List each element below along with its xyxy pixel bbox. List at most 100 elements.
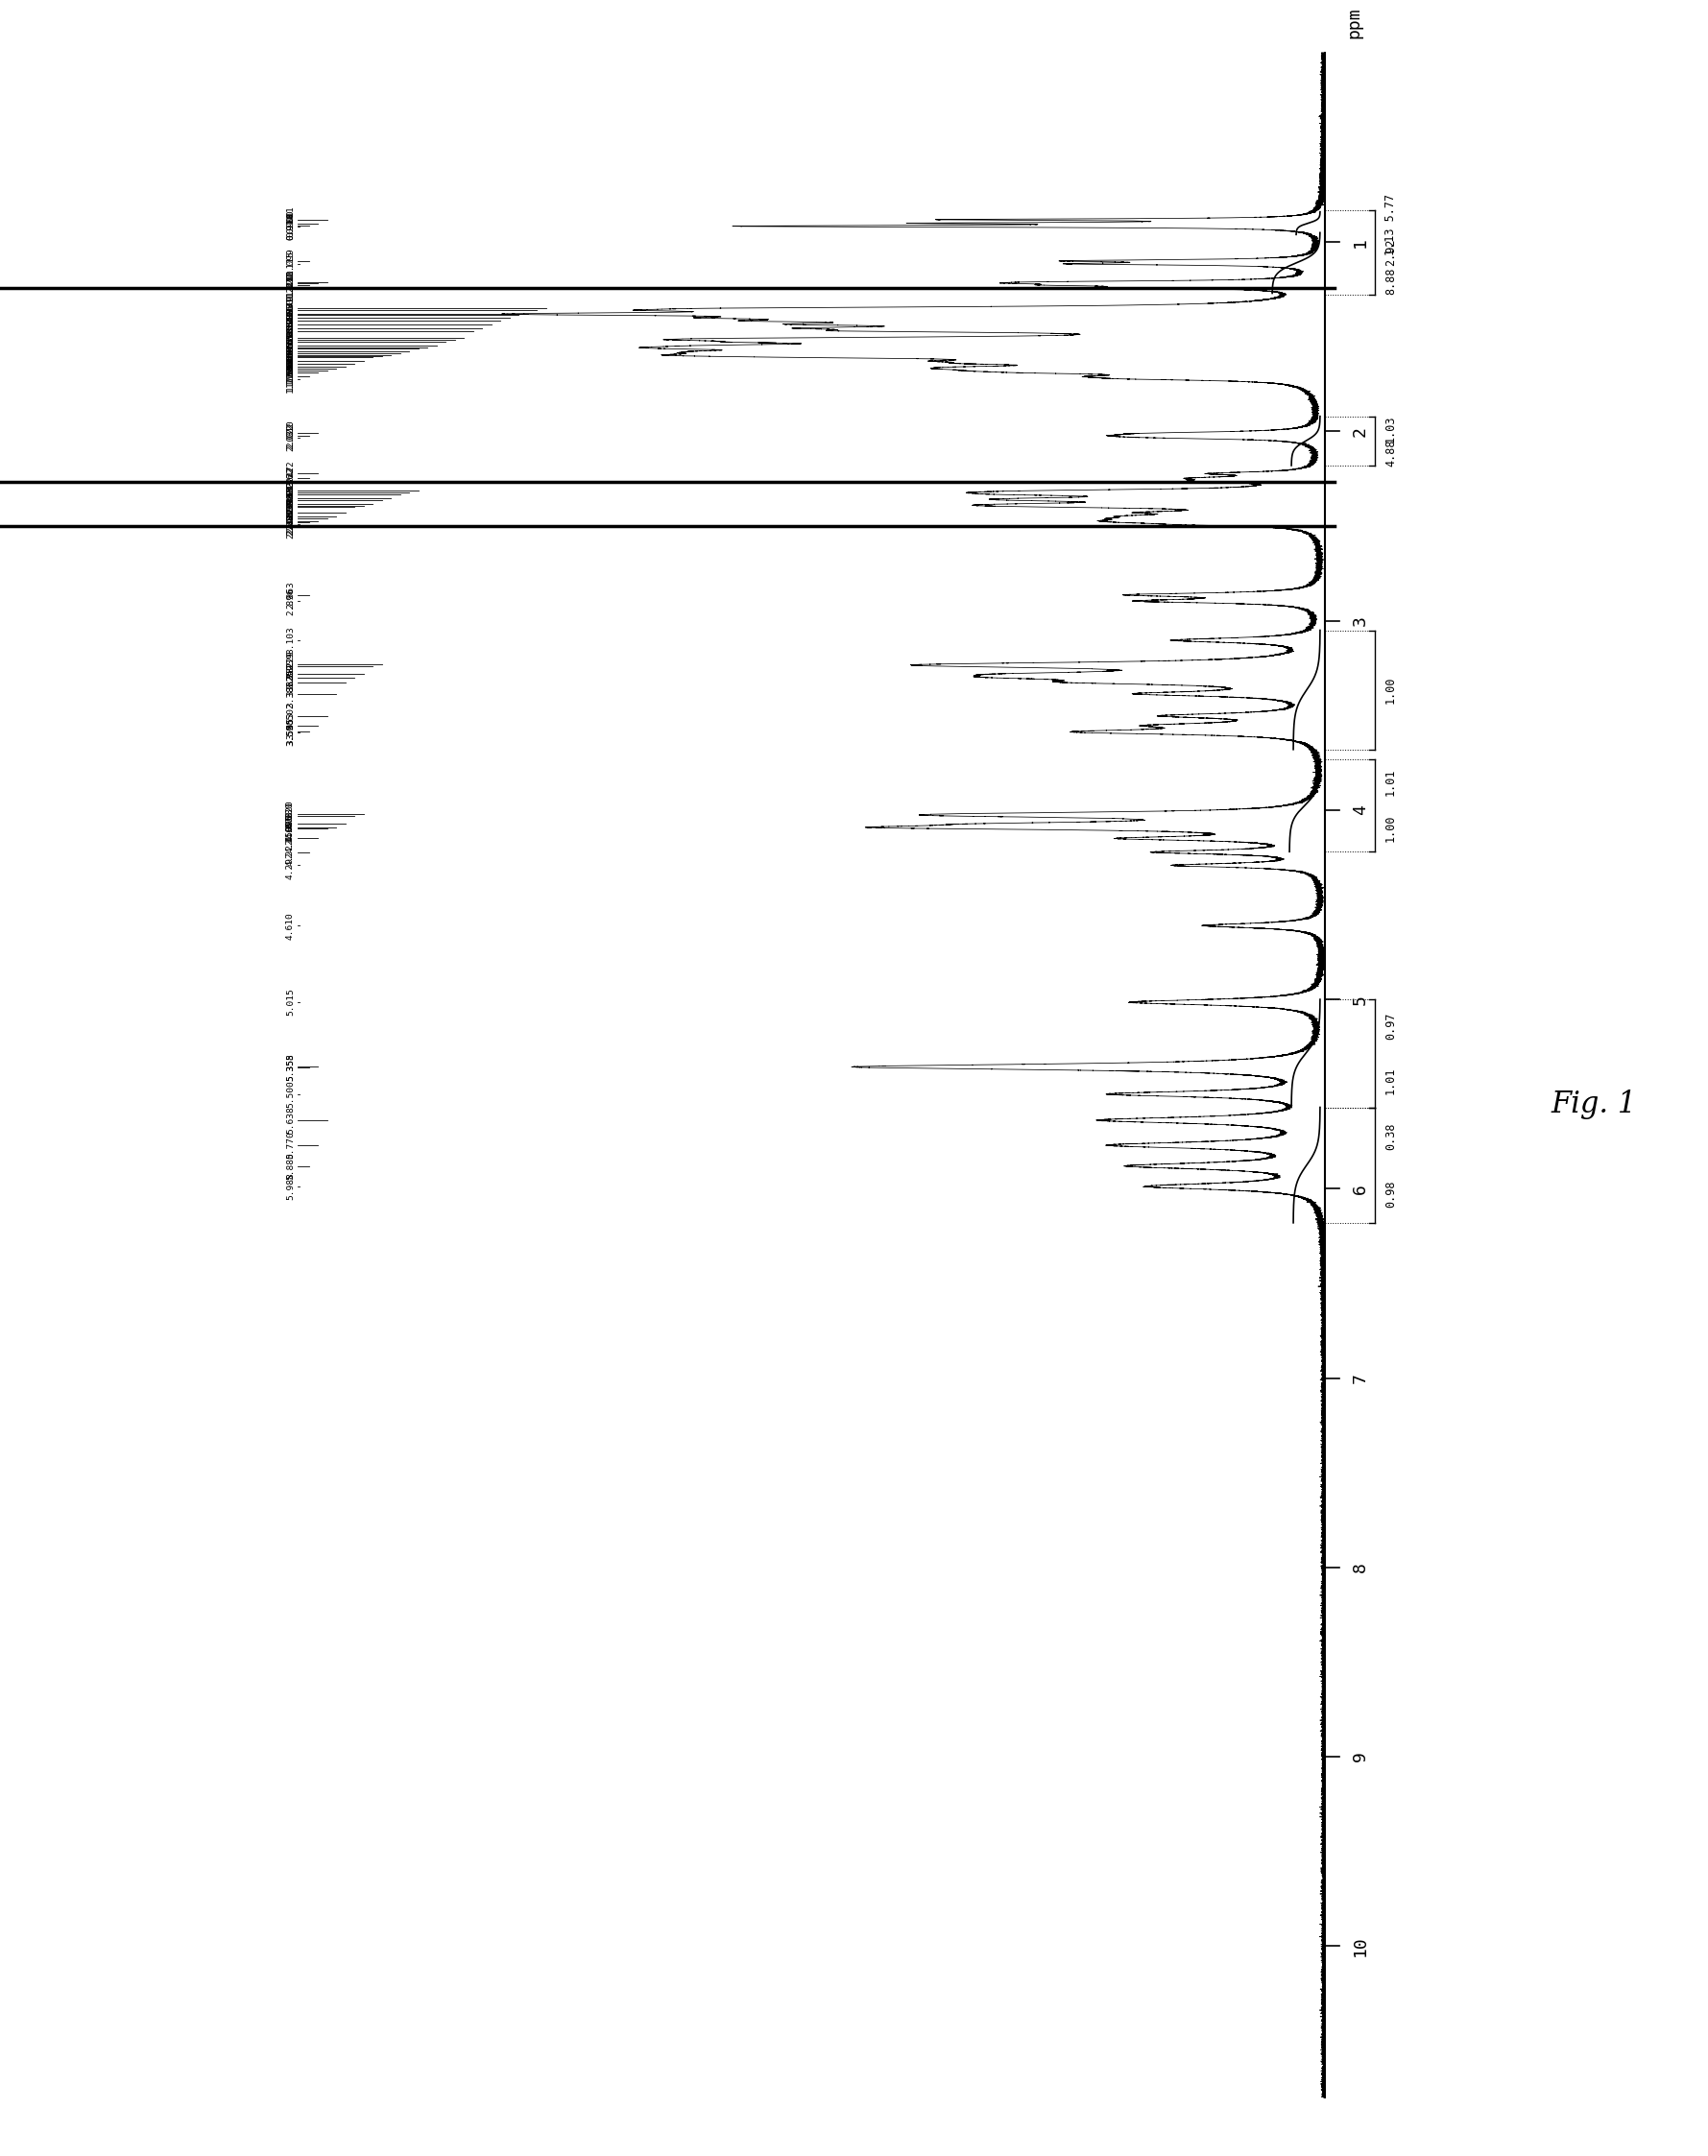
Text: 2.896: 2.896 — [287, 586, 295, 614]
Text: 1.669: 1.669 — [287, 356, 295, 382]
Text: Fig. 1: Fig. 1 — [1551, 1089, 1636, 1119]
Text: 5.015: 5.015 — [287, 987, 295, 1015]
Text: 5: 5 — [1351, 994, 1370, 1005]
Text: 1.469: 1.469 — [287, 317, 295, 345]
Text: 2.447: 2.447 — [287, 502, 295, 530]
Text: 1.383: 1.383 — [287, 302, 295, 328]
Text: 2.92: 2.92 — [1385, 239, 1397, 265]
Text: ppm: ppm — [1346, 6, 1363, 39]
Text: 10: 10 — [1351, 1936, 1370, 1955]
Text: 3.585: 3.585 — [287, 718, 295, 746]
Text: 4.095: 4.095 — [287, 815, 295, 841]
Text: 1.722: 1.722 — [287, 364, 295, 392]
Text: 2.222: 2.222 — [287, 459, 295, 487]
Text: 1.01: 1.01 — [1385, 768, 1397, 796]
Text: 0.97: 0.97 — [1385, 1013, 1397, 1039]
Text: 3.299: 3.299 — [287, 664, 295, 692]
Text: 2.355: 2.355 — [287, 485, 295, 513]
Text: 4.610: 4.610 — [287, 912, 295, 940]
Text: 1.377: 1.377 — [287, 300, 295, 328]
Text: 1.03: 1.03 — [1385, 414, 1397, 442]
Text: 1.349: 1.349 — [287, 295, 295, 321]
Text: 3.325: 3.325 — [287, 668, 295, 696]
Text: 2.010: 2.010 — [287, 420, 295, 446]
Text: 2.428: 2.428 — [287, 498, 295, 526]
Text: 1.13 5.77: 1.13 5.77 — [1385, 194, 1397, 254]
Text: 0.38: 0.38 — [1385, 1123, 1397, 1149]
Text: 0.900: 0.900 — [287, 209, 295, 237]
Text: 2.022: 2.022 — [287, 423, 295, 448]
Text: 2.313: 2.313 — [287, 476, 295, 505]
Text: 2.863: 2.863 — [287, 580, 295, 608]
Text: 0.914: 0.914 — [287, 211, 295, 239]
Text: 4.020: 4.020 — [287, 800, 295, 828]
Text: 1.00: 1.00 — [1385, 815, 1397, 843]
Text: 4.090: 4.090 — [287, 813, 295, 841]
Text: 2.333: 2.333 — [287, 481, 295, 509]
Text: 1.690: 1.690 — [287, 358, 295, 386]
Text: 4.88: 4.88 — [1385, 440, 1397, 468]
Text: 7: 7 — [1351, 1373, 1370, 1384]
Text: 2.480: 2.480 — [287, 509, 295, 537]
Text: 2.032: 2.032 — [287, 425, 295, 451]
Text: 1.115: 1.115 — [287, 250, 295, 278]
Text: 3: 3 — [1351, 614, 1370, 625]
Text: 2.262: 2.262 — [287, 468, 295, 496]
Text: 1.00: 1.00 — [1385, 677, 1397, 703]
Text: 1.416: 1.416 — [287, 306, 295, 334]
Text: 5.770: 5.770 — [287, 1132, 295, 1160]
Text: 2: 2 — [1351, 427, 1370, 438]
Text: 5.638: 5.638 — [287, 1106, 295, 1134]
Text: 1.227: 1.227 — [287, 272, 295, 300]
Text: 1.210: 1.210 — [287, 267, 295, 295]
Text: 0.918: 0.918 — [287, 213, 295, 239]
Text: 2.391: 2.391 — [287, 492, 295, 520]
Text: 1.680: 1.680 — [287, 358, 295, 384]
Text: 1: 1 — [1351, 237, 1370, 248]
Text: 1.710: 1.710 — [287, 362, 295, 390]
Text: 1.528: 1.528 — [287, 328, 295, 356]
Text: 1.516: 1.516 — [287, 326, 295, 354]
Text: 3.282: 3.282 — [287, 660, 295, 688]
Text: 2.398: 2.398 — [287, 494, 295, 520]
Text: 0.98: 0.98 — [1385, 1179, 1397, 1207]
Text: 4.292: 4.292 — [287, 852, 295, 880]
Text: 2.472: 2.472 — [287, 507, 295, 535]
Text: 3.386: 3.386 — [287, 679, 295, 707]
Text: 3.229: 3.229 — [287, 651, 295, 677]
Text: 1.400: 1.400 — [287, 304, 295, 332]
Text: 1.240: 1.240 — [287, 274, 295, 302]
Text: 1.508: 1.508 — [287, 326, 295, 351]
Text: 5.355: 5.355 — [287, 1052, 295, 1080]
Text: 1.628: 1.628 — [287, 347, 295, 375]
Text: 1.555: 1.555 — [287, 334, 295, 360]
Text: 4: 4 — [1351, 804, 1370, 815]
Text: 4.030: 4.030 — [287, 802, 295, 830]
Text: 0.881: 0.881 — [287, 205, 295, 233]
Text: 1.454: 1.454 — [287, 315, 295, 343]
Text: 1.217: 1.217 — [287, 270, 295, 298]
Text: 3.553: 3.553 — [287, 711, 295, 740]
Text: 2.323: 2.323 — [287, 479, 295, 507]
Text: 1.609: 1.609 — [287, 343, 295, 371]
Text: 1.595: 1.595 — [287, 341, 295, 369]
Text: 2.384: 2.384 — [287, 489, 295, 517]
Text: 4.222: 4.222 — [287, 839, 295, 867]
Text: 1.434: 1.434 — [287, 310, 295, 338]
Text: 2.363: 2.363 — [287, 487, 295, 513]
Text: 5.500: 5.500 — [287, 1080, 295, 1108]
Text: 4.150: 4.150 — [287, 826, 295, 852]
Text: 3.502: 3.502 — [287, 703, 295, 729]
Text: 1.660: 1.660 — [287, 354, 295, 382]
Text: 1.563: 1.563 — [287, 334, 295, 362]
Text: 5.880: 5.880 — [287, 1151, 295, 1179]
Text: 5.358: 5.358 — [287, 1054, 295, 1080]
Text: 1.099: 1.099 — [287, 248, 295, 274]
Text: 1.585: 1.585 — [287, 338, 295, 367]
Text: 6: 6 — [1351, 1184, 1370, 1194]
Text: 4.073: 4.073 — [287, 811, 295, 839]
Text: 2.460: 2.460 — [287, 505, 295, 533]
Text: 1.641: 1.641 — [287, 349, 295, 377]
Text: 1.545: 1.545 — [287, 332, 295, 360]
Text: 5.988: 5.988 — [287, 1173, 295, 1201]
